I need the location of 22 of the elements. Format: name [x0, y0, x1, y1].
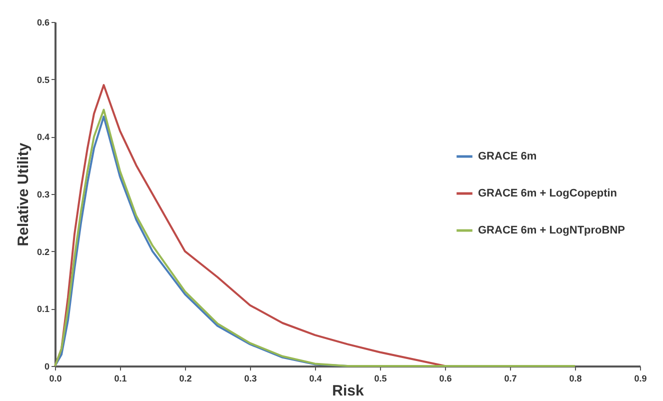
- x-tick-label: 0.0: [49, 374, 62, 384]
- x-tick-label: 0.8: [569, 374, 582, 384]
- legend-label: GRACE 6m + LogNTproBNP: [478, 224, 625, 236]
- y-tick-label: 0.2: [36, 246, 50, 257]
- x-tick-label: 0.4: [309, 374, 322, 384]
- y-axis-title: Relative Utility: [14, 142, 32, 246]
- x-tick-label: 0.1: [114, 374, 127, 384]
- y-tick-label: 0.1: [36, 304, 50, 314]
- x-tick-label: 0.9: [634, 374, 647, 384]
- y-tick-label: 0.5: [36, 74, 50, 85]
- y-tick-label: 0: [44, 362, 50, 372]
- x-tick-label: 0.2: [179, 374, 192, 384]
- x-axis-title: Risk: [332, 382, 364, 400]
- y-tick-label: 0.3: [36, 190, 50, 200]
- y-tick-label: 0.4: [36, 132, 50, 142]
- x-tick-label: 0.3: [244, 374, 257, 384]
- legend-label: GRACE 6m: [478, 150, 537, 162]
- x-tick-label: 0.5: [374, 374, 387, 384]
- x-tick-label: 0.6: [439, 374, 452, 384]
- legend-label: GRACE 6m + LogCopeptin: [478, 188, 618, 200]
- y-tick-label: 0.6: [36, 18, 50, 28]
- x-tick-label: 0.7: [504, 374, 517, 384]
